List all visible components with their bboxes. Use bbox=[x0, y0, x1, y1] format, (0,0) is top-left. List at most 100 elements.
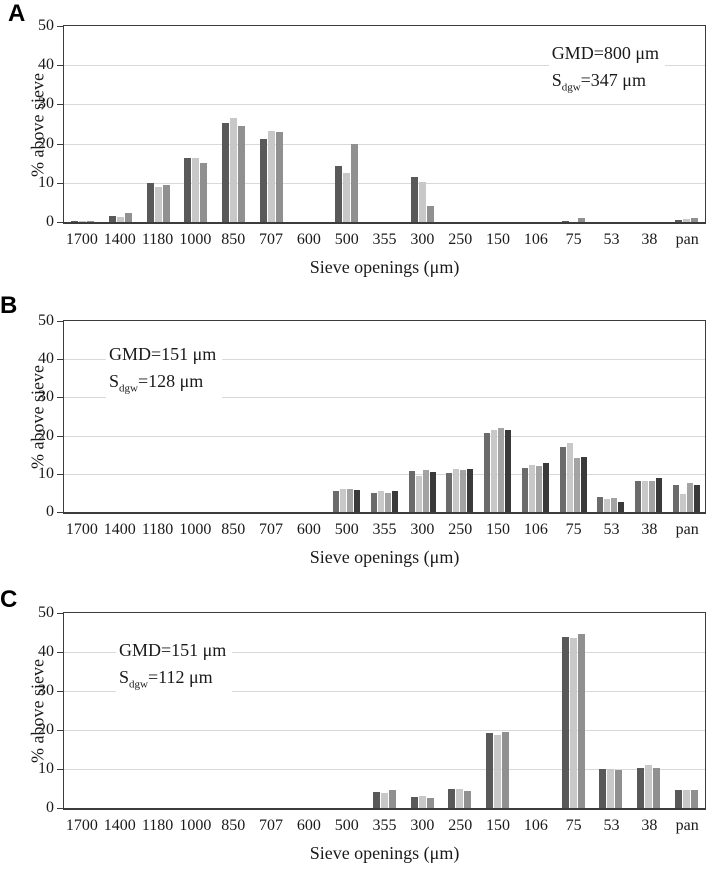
bar-group bbox=[630, 321, 668, 512]
bar bbox=[674, 220, 682, 222]
bar bbox=[426, 206, 434, 222]
bar bbox=[343, 173, 351, 222]
bar bbox=[486, 732, 494, 808]
x-tick-label: 300 bbox=[410, 817, 435, 834]
bar bbox=[388, 790, 396, 808]
y-tick-label: 30 bbox=[38, 682, 54, 699]
x-tick-label: 53 bbox=[603, 817, 620, 834]
gridline bbox=[64, 65, 705, 67]
y-tick-label: 50 bbox=[38, 17, 54, 34]
y-tick-label: 50 bbox=[38, 604, 54, 621]
bar bbox=[521, 468, 528, 512]
x-tick-label: 38 bbox=[641, 817, 658, 834]
annotation-gmd: GMD=151 μm bbox=[109, 344, 217, 364]
bar bbox=[162, 185, 170, 222]
y-axis-tick bbox=[57, 321, 63, 322]
bar-group bbox=[516, 613, 554, 808]
bar bbox=[636, 767, 644, 808]
x-tick-label: 1700 bbox=[65, 817, 98, 834]
bar bbox=[542, 462, 549, 512]
bar-group bbox=[290, 613, 328, 808]
y-tick-label: 20 bbox=[38, 426, 54, 444]
bar bbox=[674, 789, 682, 808]
x-axis-title: Sieve openings (μm) bbox=[309, 257, 460, 277]
bar bbox=[422, 469, 429, 512]
bar bbox=[408, 470, 415, 512]
plot-area: GMD=800 μm Sdgw=347 μm bbox=[57, 25, 706, 224]
bar bbox=[618, 502, 625, 512]
gridline bbox=[64, 730, 705, 731]
bar bbox=[456, 789, 464, 808]
bar bbox=[335, 165, 343, 222]
y-axis-tick bbox=[57, 613, 63, 614]
bar bbox=[192, 157, 200, 222]
gridline bbox=[64, 359, 705, 361]
bar bbox=[690, 218, 698, 222]
y-tick-label: 0 bbox=[46, 503, 54, 520]
y-tick-labels: 0 10 20 30 40 50 bbox=[14, 312, 54, 520]
panel-label: A bbox=[8, 0, 26, 27]
bar bbox=[87, 221, 95, 222]
x-tick-label: 500 bbox=[334, 231, 359, 248]
x-tick-label: 1400 bbox=[103, 521, 136, 538]
bar bbox=[222, 123, 230, 222]
x-tick-label: 1000 bbox=[179, 231, 212, 248]
bar-group bbox=[253, 613, 291, 808]
bar bbox=[494, 735, 502, 808]
y-tick-label: 10 bbox=[38, 760, 54, 777]
panel-label: C bbox=[0, 586, 18, 613]
bar-group bbox=[215, 26, 253, 222]
bar bbox=[573, 457, 580, 512]
annotation-sdgw: Sdgw=347 μm bbox=[551, 70, 646, 94]
bar-group bbox=[403, 321, 441, 512]
bar bbox=[693, 485, 700, 512]
x-tick-label: 53 bbox=[603, 521, 620, 538]
y-tick-label: 40 bbox=[38, 350, 54, 368]
x-tick-label: 150 bbox=[486, 521, 511, 538]
bar-group bbox=[667, 613, 705, 808]
bar bbox=[426, 797, 434, 808]
plot-area: GMD=151 μm Sdgw=112 μm bbox=[57, 612, 706, 810]
bar bbox=[377, 491, 384, 512]
x-tick-label: 106 bbox=[523, 231, 548, 248]
y-axis-tick bbox=[57, 691, 63, 692]
bar bbox=[351, 143, 359, 222]
bar-group bbox=[441, 26, 479, 222]
bar bbox=[380, 792, 388, 808]
bar bbox=[146, 182, 154, 222]
x-tick-label: 707 bbox=[259, 231, 284, 248]
y-axis-tick bbox=[57, 397, 63, 399]
x-tick-label: 1400 bbox=[103, 231, 136, 248]
y-tick-label: 50 bbox=[38, 312, 54, 329]
x-tick-label: 250 bbox=[448, 521, 473, 538]
figure-panel-b: B % above sieve 0 10 20 30 40 50 GMD=151 μm Sd… bbox=[0, 290, 714, 580]
x-tick-label: 707 bbox=[259, 817, 284, 834]
bar-group bbox=[479, 321, 517, 512]
annotation: GMD=800 μm Sdgw=347 μm bbox=[548, 40, 665, 102]
gridline bbox=[64, 104, 705, 106]
bar bbox=[464, 791, 472, 808]
gridline bbox=[64, 143, 705, 145]
bar bbox=[109, 215, 117, 222]
y-axis-tick bbox=[57, 652, 63, 653]
bar bbox=[347, 488, 354, 512]
x-tick-label: 355 bbox=[372, 231, 397, 248]
bar bbox=[682, 789, 690, 808]
bar bbox=[682, 218, 690, 222]
bar bbox=[453, 468, 460, 512]
x-tick-label: 850 bbox=[221, 817, 246, 834]
bar-group bbox=[441, 321, 479, 512]
bar bbox=[528, 465, 535, 512]
bar-group bbox=[328, 321, 366, 512]
annotation-sdgw: Sdgw=112 μm bbox=[119, 667, 213, 691]
annotation: GMD=151 μm Sdgw=112 μm bbox=[116, 637, 233, 699]
x-tick-label: 500 bbox=[334, 817, 359, 834]
bar bbox=[71, 221, 79, 222]
y-tick-label: 10 bbox=[38, 173, 54, 191]
bar bbox=[644, 765, 652, 808]
plot-area: GMD=151 μm Sdgw=128 μm bbox=[57, 320, 706, 514]
bar bbox=[607, 769, 615, 808]
bar bbox=[418, 182, 426, 222]
bar-group bbox=[554, 321, 592, 512]
